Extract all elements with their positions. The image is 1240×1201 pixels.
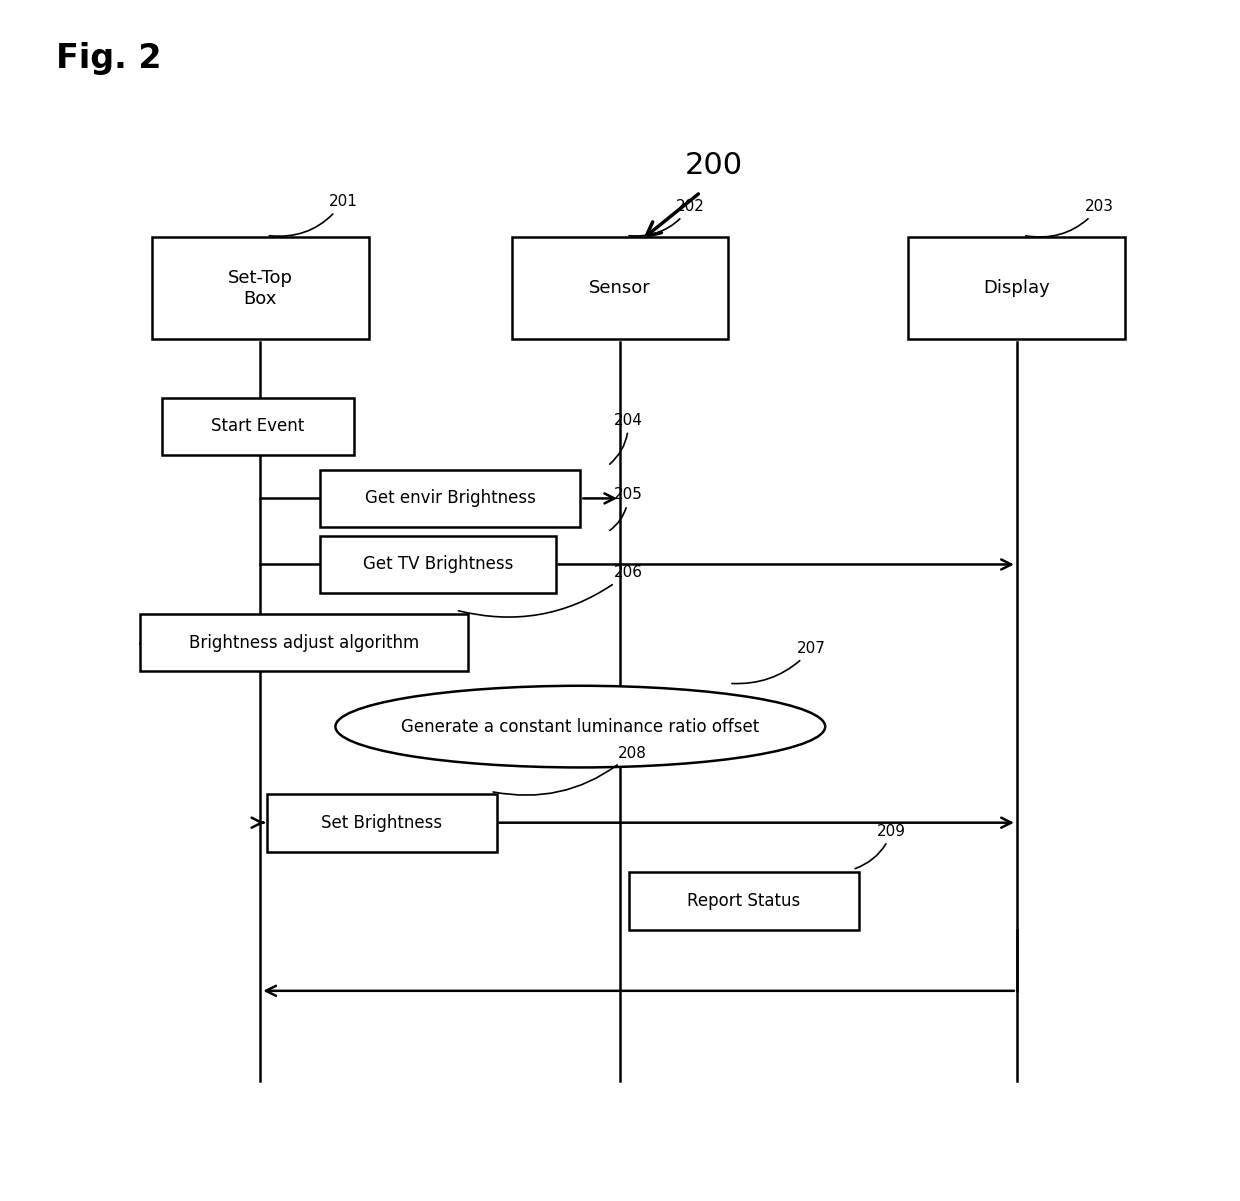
Text: Start Event: Start Event xyxy=(211,418,305,435)
Text: Fig. 2: Fig. 2 xyxy=(56,42,161,74)
Text: 207: 207 xyxy=(732,641,826,683)
FancyBboxPatch shape xyxy=(629,872,858,930)
Text: Set-Top
Box: Set-Top Box xyxy=(228,269,293,307)
Text: 204: 204 xyxy=(610,413,642,465)
Text: Set Brightness: Set Brightness xyxy=(321,814,443,831)
FancyBboxPatch shape xyxy=(320,536,556,593)
FancyBboxPatch shape xyxy=(908,238,1126,340)
Text: 208: 208 xyxy=(494,746,646,795)
Text: Sensor: Sensor xyxy=(589,280,651,297)
Text: 202: 202 xyxy=(629,199,704,235)
FancyBboxPatch shape xyxy=(139,614,469,671)
Text: Generate a constant luminance ratio offset: Generate a constant luminance ratio offs… xyxy=(402,718,759,735)
Text: 205: 205 xyxy=(610,488,642,531)
Text: 209: 209 xyxy=(856,824,906,868)
Text: Get envir Brightness: Get envir Brightness xyxy=(365,490,536,507)
Text: 200: 200 xyxy=(686,151,743,180)
Text: Display: Display xyxy=(983,280,1050,297)
Text: 203: 203 xyxy=(1025,199,1114,237)
FancyBboxPatch shape xyxy=(161,398,355,455)
Ellipse shape xyxy=(336,686,826,767)
FancyBboxPatch shape xyxy=(151,238,370,340)
Text: Get TV Brightness: Get TV Brightness xyxy=(362,556,513,573)
FancyBboxPatch shape xyxy=(511,238,728,340)
Text: 206: 206 xyxy=(459,566,642,617)
Text: Report Status: Report Status xyxy=(687,892,801,909)
FancyBboxPatch shape xyxy=(267,794,496,852)
Text: 201: 201 xyxy=(269,195,357,237)
Text: Brightness adjust algorithm: Brightness adjust algorithm xyxy=(188,634,419,651)
FancyBboxPatch shape xyxy=(320,470,580,527)
